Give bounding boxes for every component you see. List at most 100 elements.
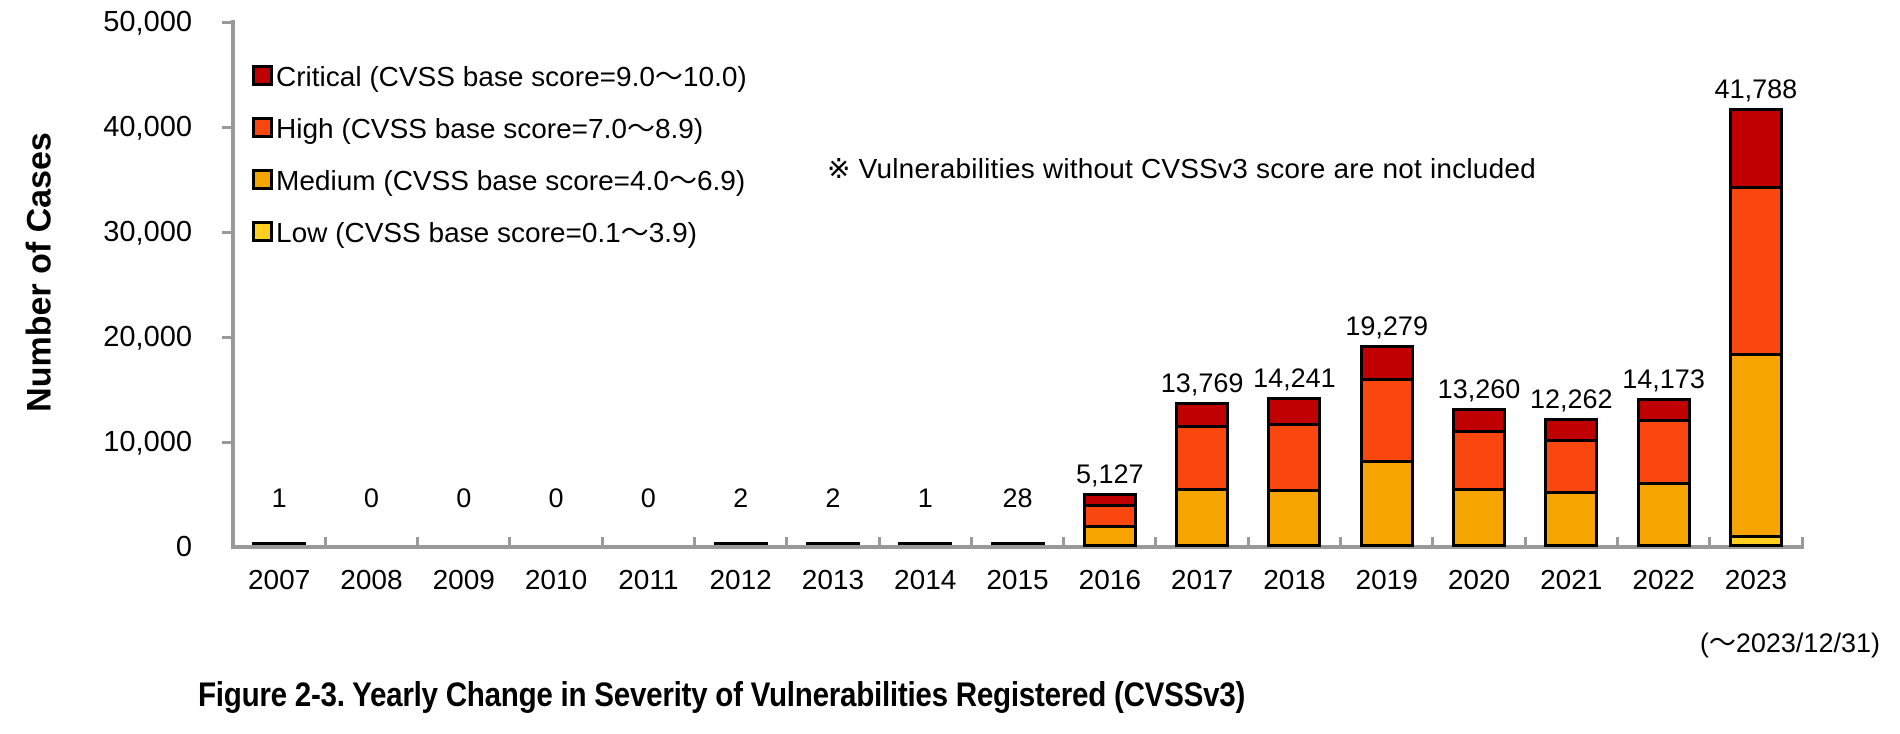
bar-2017-segment-medium (1178, 487, 1227, 545)
bar-2019-segment-medium (1362, 460, 1411, 544)
legend-label-medium: Medium (CVSS base score=4.0〜6.9) (276, 165, 746, 196)
x-tick-label-2008: 2008 (340, 564, 403, 595)
total-label-2017: 13,769 (1160, 368, 1244, 399)
figure-caption: Figure 2-3. Yearly Change in Severity of… (198, 676, 1246, 714)
x-tick (877, 537, 881, 547)
legend: Critical (CVSS base score=9.0〜10.0) High … (252, 49, 747, 257)
x-tick-label-2019: 2019 (1355, 564, 1418, 595)
bar-2023-segment-low (1731, 535, 1780, 545)
total-label-2012: 2 (733, 483, 749, 513)
y-tick-label-30000: 30,000 (103, 216, 192, 248)
bar-2021-segment-critical (1547, 421, 1596, 439)
y-tick (222, 125, 233, 129)
bar-2020-segment-medium (1454, 487, 1503, 544)
x-tick-label-2013: 2013 (801, 564, 865, 595)
bar-2019 (1359, 344, 1414, 547)
y-tick-label-40000: 40,000 (103, 111, 192, 143)
legend-item-high: High (CVSS base score=7.0〜8.9) (252, 101, 747, 153)
y-tick (222, 335, 233, 339)
x-tick (600, 537, 604, 547)
x-tick (692, 537, 696, 547)
period-note: (〜2023/12/31) (1699, 628, 1880, 658)
x-tick (785, 537, 789, 547)
y-tick-label-20000: 20,000 (103, 321, 192, 353)
y-tick (222, 230, 233, 234)
x-tick-label-2015: 2015 (986, 564, 1049, 595)
bar-2016-segment-medium (1085, 524, 1134, 545)
bar-2021 (1544, 418, 1599, 548)
y-tick-label-50000: 50,000 (103, 6, 192, 38)
bar-2016-segment-critical (1085, 496, 1134, 504)
total-label-2016: 5,127 (1075, 459, 1144, 490)
legend-label-low: Low (CVSS base score=0.1〜3.9) (276, 217, 697, 248)
bar-2022 (1636, 398, 1691, 548)
bar-2023-segment-high (1731, 185, 1780, 353)
bar-2023 (1728, 108, 1783, 548)
x-tick (1154, 537, 1158, 547)
x-tick (231, 537, 235, 547)
y-tick (222, 440, 233, 444)
x-axis-line (231, 545, 1804, 549)
bar-2023-segment-critical (1731, 111, 1780, 186)
x-tick-label-2018: 2018 (1263, 564, 1326, 595)
bar-2022-segment-critical (1639, 401, 1688, 420)
x-tick (508, 537, 512, 547)
x-tick (1246, 537, 1250, 547)
total-label-2014: 1 (917, 483, 933, 513)
bar-2018 (1267, 397, 1322, 548)
x-tick (1062, 537, 1066, 547)
bar-2012 (713, 542, 768, 545)
total-label-2008: 0 (363, 483, 379, 513)
chart-note: ※ Vulnerabilities without CVSSv3 score a… (827, 153, 1536, 184)
bar-2018-segment-critical (1270, 400, 1319, 423)
legend-swatch-medium (252, 168, 273, 190)
total-label-2021: 12,262 (1529, 384, 1613, 415)
x-tick (1615, 537, 1619, 547)
bar-2021-segment-medium (1547, 490, 1596, 545)
bar-2021-segment-high (1547, 438, 1596, 491)
bar-2019-segment-high (1362, 377, 1411, 461)
total-label-2015: 28 (1002, 483, 1033, 513)
y-axis-line (231, 20, 235, 549)
x-tick (1708, 537, 1712, 547)
legend-label-critical: Critical (CVSS base score=9.0〜10.0) (276, 61, 747, 92)
total-label-2010: 0 (548, 483, 564, 513)
total-label-2020: 13,260 (1437, 373, 1521, 404)
x-tick (1431, 537, 1435, 547)
bar-2017-segment-high (1178, 424, 1227, 488)
x-tick-label-2009: 2009 (432, 564, 495, 595)
total-label-2019: 19,279 (1345, 310, 1428, 341)
legend-item-critical: Critical (CVSS base score=9.0〜10.0) (252, 49, 747, 101)
total-label-2023: 41,788 (1714, 74, 1798, 105)
bar-2015 (990, 542, 1045, 545)
bar-2016 (1082, 493, 1137, 548)
x-tick-label-2007: 2007 (247, 564, 311, 595)
legend-swatch-low (252, 220, 273, 242)
bar-2017 (1175, 402, 1230, 548)
x-tick (1339, 537, 1343, 547)
total-label-2013: 2 (825, 483, 841, 513)
bar-2017-segment-critical (1178, 405, 1227, 425)
bar-2023-segment-medium (1731, 352, 1780, 536)
bar-2022-segment-high (1639, 419, 1688, 482)
total-label-2007: 1 (271, 483, 287, 513)
x-tick (416, 537, 420, 547)
x-tick-label-2017: 2017 (1170, 564, 1234, 595)
x-tick-label-2014: 2014 (894, 564, 957, 595)
total-label-2018: 14,241 (1253, 363, 1336, 394)
total-label-2009: 0 (456, 483, 472, 513)
bar-2019-segment-critical (1362, 347, 1411, 378)
total-label-2022: 14,173 (1622, 364, 1705, 395)
x-tick-label-2023: 2023 (1724, 564, 1787, 595)
x-tick (323, 537, 327, 547)
bar-2020-segment-critical (1454, 410, 1503, 431)
bar-2020 (1451, 407, 1506, 547)
legend-item-low: Low (CVSS base score=0.1〜3.9) (252, 205, 747, 257)
bar-2018-segment-high (1270, 422, 1319, 490)
bar-2018-segment-medium (1270, 489, 1319, 545)
x-tick-label-2020: 2020 (1447, 564, 1511, 595)
bar-2022-segment-medium (1639, 481, 1688, 545)
y-tick-label-0: 0 (175, 531, 192, 563)
